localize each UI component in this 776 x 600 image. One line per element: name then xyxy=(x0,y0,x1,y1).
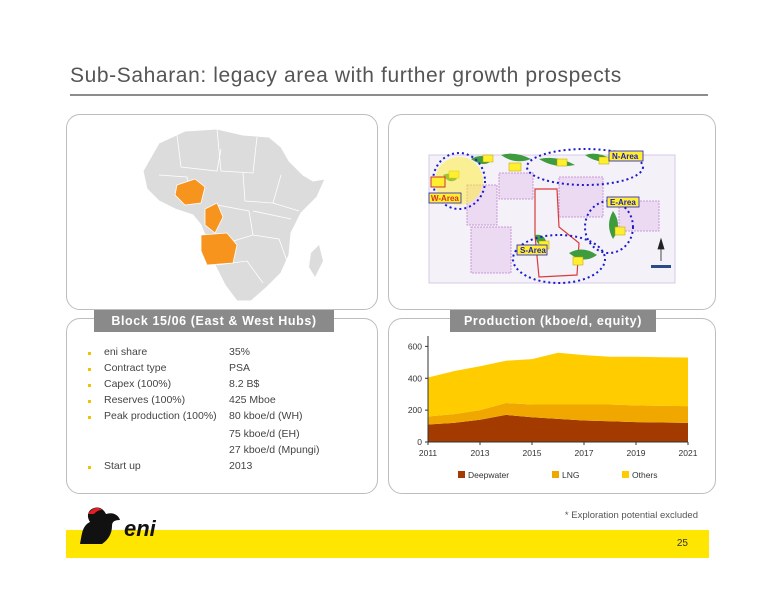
title-divider xyxy=(70,94,708,96)
fact-label: Contract type xyxy=(104,362,167,374)
area-series-lng xyxy=(428,402,688,425)
fact-value: 80 kboe/d (WH) xyxy=(229,410,303,422)
n-area-label: N-Area xyxy=(612,152,639,161)
footer-band xyxy=(66,530,709,558)
e-area-label: E-Area xyxy=(610,198,636,207)
svg-text:eni: eni xyxy=(124,516,157,541)
block-map-panel: N-Area W-Area E-Area S-Area xyxy=(388,114,716,310)
fact-value: 2013 xyxy=(229,460,253,472)
scale-bar-icon xyxy=(651,265,671,268)
bullet-icon xyxy=(88,466,91,469)
fact-label: Start up xyxy=(104,460,141,472)
block-facts-heading: Block 15/06 (East & West Hubs) xyxy=(94,310,334,332)
fact-label: Peak production (100%) xyxy=(104,410,217,422)
bullet-icon xyxy=(88,400,91,403)
legend-label: Others xyxy=(632,470,658,480)
fact-value: 8.2 B$ xyxy=(229,378,260,390)
africa-map-panel xyxy=(66,114,378,310)
bullet-icon xyxy=(88,384,91,387)
angola-highlight xyxy=(200,232,238,266)
fact-label: eni share xyxy=(104,346,148,358)
fact-label: Capex (100%) xyxy=(104,378,172,390)
x-tick-label: 2021 xyxy=(679,448,698,458)
page-title: Sub-Saharan: legacy area with further gr… xyxy=(70,64,622,87)
bullet-icon xyxy=(88,352,91,355)
area-series-others xyxy=(428,352,688,417)
production-area-chart: 0 200 400 600 2011 2013 2015 2017 2019 2021 Deepwa… xyxy=(408,336,698,480)
bullet-icon xyxy=(88,416,91,419)
legend-label: LNG xyxy=(562,470,579,480)
madagascar xyxy=(309,245,323,277)
legend-swatch xyxy=(622,471,629,478)
chart-title: Production (kboe/d, equity) xyxy=(450,310,656,332)
legend-swatch xyxy=(552,471,559,478)
africa-continent xyxy=(142,128,326,302)
x-tick-label: 2013 xyxy=(471,448,490,458)
legend-swatch xyxy=(458,471,465,478)
congo-highlight xyxy=(204,202,224,234)
x-tick-label: 2017 xyxy=(575,448,594,458)
y-tick-label: 400 xyxy=(408,373,422,383)
x-tick-label: 2019 xyxy=(627,448,646,458)
eni-logo: eni xyxy=(80,507,157,544)
legend-label: Deepwater xyxy=(468,470,509,480)
fact-value: PSA xyxy=(229,362,251,374)
fact-value: 27 kboe/d (Mpungi) xyxy=(229,444,320,456)
fact-value: 35% xyxy=(229,346,251,358)
page-number: 25 xyxy=(676,538,688,549)
bullet-icon xyxy=(88,368,91,371)
nigeria-highlight xyxy=(174,178,206,206)
fact-value: 425 Mboe xyxy=(229,394,276,406)
fact-label: Reserves (100%) xyxy=(104,394,186,406)
africa-map xyxy=(142,128,326,302)
x-tick-label: 2015 xyxy=(523,448,542,458)
w-area-label: W-Area xyxy=(431,194,459,203)
north-arrow-icon xyxy=(657,237,665,261)
fact-value: 75 kboe/d (EH) xyxy=(229,428,300,440)
y-tick-label: 600 xyxy=(408,341,422,351)
x-tick-label: 2011 xyxy=(419,448,438,458)
block-15-06-map: N-Area W-Area E-Area S-Area xyxy=(428,148,676,284)
footnote: * Exploration potential excluded xyxy=(564,510,698,521)
y-tick-label: 0 xyxy=(417,437,422,447)
s-area-label: S-Area xyxy=(520,246,546,255)
y-tick-label: 200 xyxy=(408,405,422,415)
